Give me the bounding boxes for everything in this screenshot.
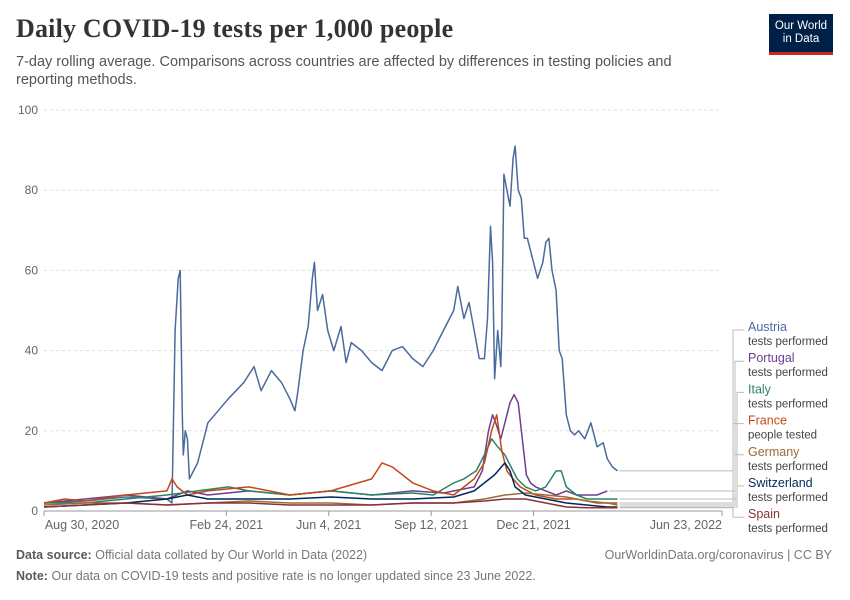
owid-logo[interactable]: Our World in Data: [769, 14, 833, 55]
y-tick-label-20: 20: [25, 424, 39, 438]
chart-subtitle: 7-day rolling average. Comparisons acros…: [16, 54, 672, 88]
legend-label-austria: Austria: [748, 320, 787, 334]
y-tick-label-60: 60: [25, 263, 39, 277]
legend-metric-spain: tests performed: [748, 523, 828, 535]
legend-label-portugal: Portugal: [748, 351, 795, 365]
legend-label-switzerland: Switzerland: [748, 476, 813, 490]
logo-line-2: in Data: [782, 33, 820, 45]
y-tick-label-80: 80: [25, 183, 39, 197]
y-tick-label-40: 40: [25, 344, 39, 358]
source-text: Official data collated by Our World in D…: [95, 548, 368, 562]
legend-metric-france: people tested: [748, 430, 817, 442]
legend-metric-austria: tests performed: [748, 336, 828, 348]
note-label: Note:: [16, 569, 48, 583]
x-tick-label-2: Jun 4, 2021: [296, 518, 361, 532]
series-line-spain: [43, 498, 618, 509]
legend-connector-italy: [619, 391, 744, 500]
series-line-france: [43, 414, 618, 504]
y-tick-label-100: 100: [18, 103, 38, 117]
logo-line-1: Our World: [774, 20, 828, 32]
legend-connector-switzerland: [619, 485, 744, 508]
legend-connector-spain: [619, 507, 744, 518]
y-tick-label-0: 0: [31, 504, 38, 518]
legend-metric-portugal: tests performed: [748, 367, 828, 379]
legend-connector-austria: [619, 329, 744, 472]
credit-link[interactable]: OurWorldinData.org/coronavirus | CC BY: [604, 548, 832, 562]
x-tick-label-1: Feb 24, 2021: [189, 518, 263, 532]
source-label: Data source:: [16, 548, 92, 562]
note: Note: Our data on COVID-19 tests and pos…: [16, 569, 536, 583]
legend-label-france: France: [748, 414, 787, 428]
chart-title: Daily COVID-19 tests per 1,000 people: [16, 14, 454, 43]
x-tick-label-5: Jun 23, 2022: [650, 518, 722, 532]
line-chart: 0 20 40 60 80 100 Aug 30, 2020 Feb 24, 2021 Jun …: [18, 103, 828, 535]
x-tick-label-4: Dec 21, 2021: [496, 518, 570, 532]
legend-connector-portugal: [609, 360, 744, 492]
x-tick-label-3: Sep 12, 2021: [394, 518, 468, 532]
note-text: Our data on COVID-19 tests and positive …: [51, 569, 536, 583]
legend-metric-germany: tests performed: [748, 461, 828, 473]
series-line-austria: [43, 145, 618, 504]
data-source: Data source: Official data collated by O…: [16, 548, 367, 562]
x-tick-label-0: Aug 30, 2020: [45, 518, 119, 532]
legend-label-italy: Italy: [748, 382, 772, 396]
legend-label-spain: Spain: [748, 507, 780, 521]
legend-connector-germany: [619, 454, 744, 506]
legend-connector-france: [619, 423, 744, 504]
legend-metric-switzerland: tests performed: [748, 492, 828, 504]
series-line-switzerland: [43, 462, 618, 508]
legend-metric-italy: tests performed: [748, 398, 828, 410]
legend-label-germany: Germany: [748, 445, 800, 459]
series-line-portugal: [43, 393, 608, 504]
